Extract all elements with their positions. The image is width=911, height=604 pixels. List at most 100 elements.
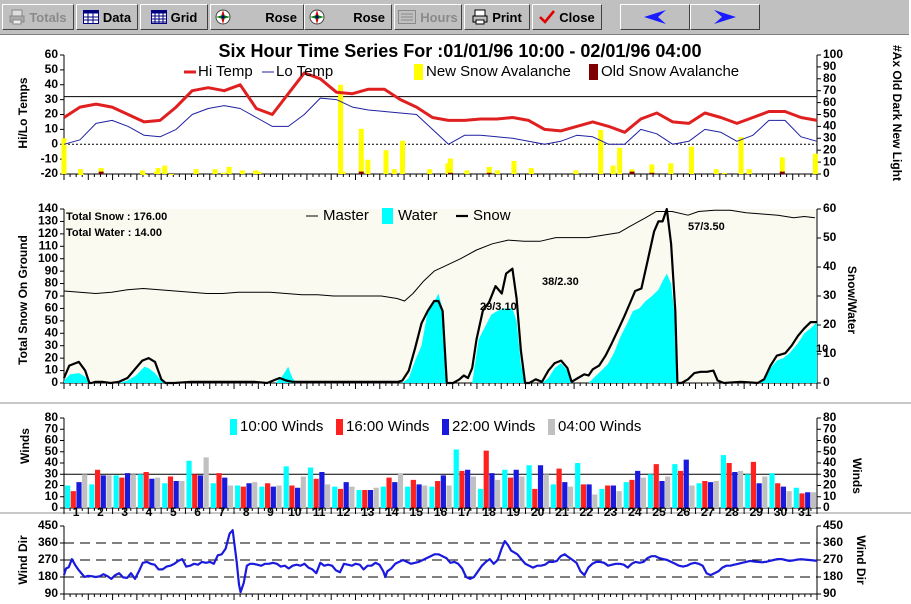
avalanche-bar [573, 170, 579, 174]
wind-bar [235, 485, 241, 508]
time-series-chart: Six Hour Time Series For :01/01/96 10:00… [0, 38, 911, 600]
wind-bar [422, 485, 428, 508]
winds-y-tick-label: 30 [45, 466, 59, 480]
winds-right-y2-tick-label: 20 [823, 478, 837, 492]
previous-button[interactable] [620, 4, 690, 30]
avalanche-bar [494, 170, 500, 174]
avalanche-bar [358, 171, 364, 174]
rose-button-2[interactable]: Rose [304, 4, 392, 30]
wind-bar [246, 483, 252, 508]
day-tick-label: 28 [725, 505, 739, 519]
wind-bar [640, 477, 646, 508]
wind-bar [82, 474, 88, 508]
water-y2-tick-label: 0 [823, 375, 830, 389]
wind-bar [556, 468, 562, 508]
snow-y-tick-label: 110 [39, 238, 59, 252]
day-tick-label: 5 [170, 505, 177, 519]
wind-direction-line [62, 529, 818, 594]
snow-y-tick-label: 60 [45, 301, 59, 315]
wind-bar [707, 482, 714, 508]
snow-y-tick-label: 20 [45, 350, 59, 364]
wind-bar [683, 459, 689, 508]
avalanche-bar [220, 172, 226, 174]
avalanche-bar [649, 164, 655, 174]
winds-right-y2-tick-label: 60 [823, 433, 837, 447]
legend-label: Old Snow Avalanche [601, 63, 739, 80]
totals-button[interactable]: Totals [2, 4, 74, 30]
wind-bar [167, 476, 174, 508]
snow-y-tick-label: 120 [38, 226, 58, 240]
snow-y-tick-label: 30 [45, 338, 59, 352]
day-tick-label: 9 [267, 505, 274, 519]
legend-swatch [589, 64, 598, 80]
temp-y-tick-label: 50 [45, 62, 59, 76]
wind-bar [143, 472, 149, 508]
avalanche-y2-tick-label: 30 [823, 130, 837, 144]
wind-bar [154, 477, 161, 508]
wind-bar [635, 470, 641, 508]
avalanche-bar [713, 169, 719, 174]
winds-right-y2-tick-label: 80 [823, 410, 837, 424]
day-tick-label: 29 [750, 505, 764, 519]
snow-y-tick-label: 10 [45, 363, 59, 377]
avalanche-y2-tick-label: 70 [823, 83, 837, 97]
day-tick-label: 6 [194, 505, 201, 519]
avalanche-bar [528, 168, 534, 174]
legend-label: Lo Temp [276, 63, 333, 80]
toolbar: Totals Data Grid Rose Rose Hours Print [0, 0, 909, 35]
wind-bar [659, 481, 665, 508]
print-label: Print [492, 9, 522, 25]
avalanche-bar [668, 163, 674, 174]
day-tick-label: 27 [701, 505, 715, 519]
rose-label-1: Rose [265, 9, 297, 25]
wind-bar [392, 482, 398, 508]
temp-y-tick-label: 10 [45, 122, 59, 136]
avalanche-bar [629, 171, 635, 174]
wind-bar [672, 464, 678, 508]
water-area [64, 273, 817, 383]
legend-swatch [336, 419, 343, 435]
avalanche-bar [447, 158, 453, 174]
water-y2-tick-label: 20 [823, 317, 837, 331]
wind-bar [356, 490, 362, 508]
wind-bar [197, 475, 204, 508]
water-y2-axis-label: Snow/Water [845, 266, 859, 335]
wind-bar [513, 469, 519, 508]
legend-label: 04:00 Winds [558, 418, 641, 435]
winds-y-tick-label: 0 [51, 500, 58, 514]
wind-bar [465, 469, 471, 508]
wind-bar [453, 449, 459, 508]
wind-bar [653, 464, 659, 508]
wind-bar [435, 481, 441, 508]
wind-bar [270, 486, 276, 508]
day-tick-label: 19 [507, 505, 521, 519]
avalanche-y2-tick-label: 0 [823, 166, 830, 180]
avalanche-bar [746, 169, 752, 174]
legend-swatch [382, 208, 393, 224]
hours-button[interactable]: Hours [394, 4, 462, 30]
rose-button-1[interactable]: Rose [210, 4, 304, 30]
avalanche-bar [340, 171, 346, 174]
wind-bar [799, 493, 805, 508]
peak-annotation: 57/3.50 [688, 221, 725, 233]
legend-swatch [230, 419, 237, 435]
clock-icon [398, 10, 417, 24]
wind-bar [537, 465, 544, 508]
avalanche-bar [358, 128, 364, 174]
data-button[interactable]: Data [76, 4, 138, 30]
avalanche-y2-axis-label: #Ax Old Dark New Light [890, 45, 904, 181]
snow-y-tick-label: 130 [38, 214, 58, 228]
wind-bar [397, 473, 404, 508]
grid-button[interactable]: Grid [140, 4, 208, 30]
avalanche-y2-tick-label: 90 [823, 59, 837, 73]
arrow-left-icon [644, 10, 666, 24]
wind-bar [325, 484, 331, 508]
wind-bar [337, 488, 344, 508]
close-button[interactable]: Close [532, 4, 602, 30]
wind-bar [483, 450, 489, 508]
winds-y-tick-label: 40 [45, 455, 59, 469]
next-button[interactable] [690, 4, 760, 30]
wind-bar [70, 491, 76, 508]
avalanche-bar [464, 170, 470, 174]
print-button[interactable]: Print [464, 4, 530, 30]
